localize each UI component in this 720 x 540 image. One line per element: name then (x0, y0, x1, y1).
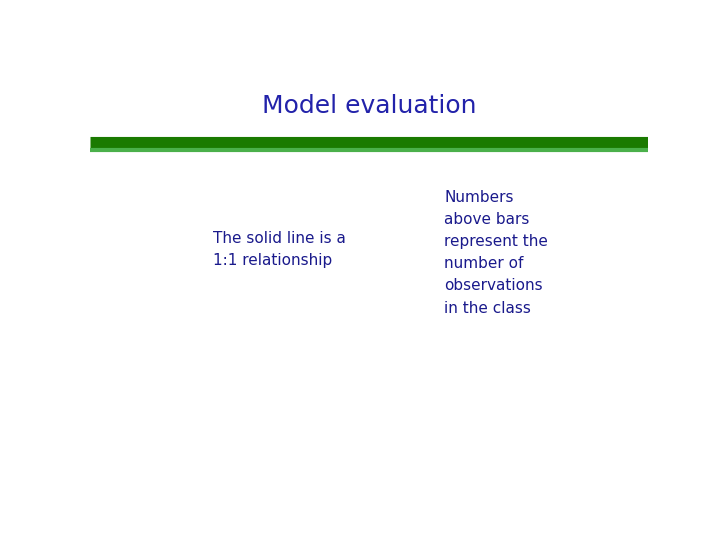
Text: The solid line is a
1:1 relationship: The solid line is a 1:1 relationship (213, 231, 346, 268)
Text: Model evaluation: Model evaluation (262, 94, 476, 118)
Text: Numbers
above bars
represent the
number of
observations
in the class: Numbers above bars represent the number … (444, 190, 548, 315)
